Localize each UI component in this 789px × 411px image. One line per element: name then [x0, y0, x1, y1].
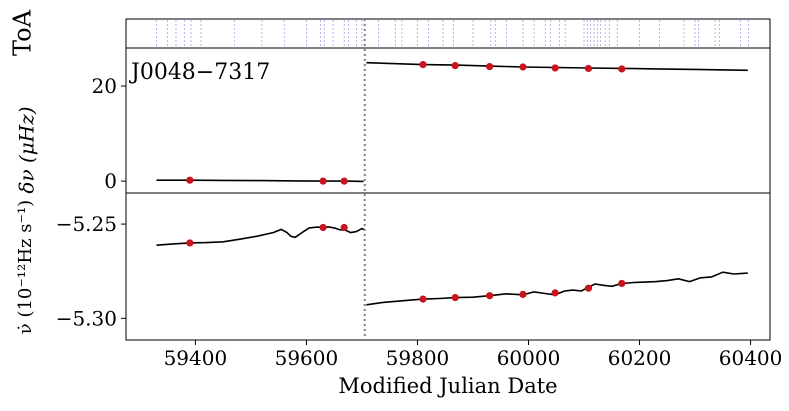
nu-dot-data-point	[186, 239, 194, 247]
nu-dot-panel: −5.25 −5.30 59400 59600 59800 60000 60200 60400	[56, 192, 783, 370]
delta-nu-panel: 0 20	[92, 47, 771, 194]
nu-dot-data-point	[551, 289, 559, 297]
nu-dot-x-tick-label: 59400	[164, 346, 228, 370]
delta-nu-data-point	[319, 177, 327, 185]
nu-dot-panel-frame	[125, 192, 771, 341]
toa-axis-label: ToA	[9, 9, 37, 56]
pulsar-name-label: J0048−7317	[129, 60, 270, 85]
delta-nu-data-point	[486, 62, 494, 71]
nu-dot-data-point	[618, 279, 626, 288]
delta-nu-data-point	[186, 176, 194, 184]
nu-dot-data-point	[340, 223, 348, 232]
nu-dot-data-point	[319, 223, 327, 232]
delta-nu-data-point	[551, 64, 559, 72]
delta-nu-data-point	[618, 65, 626, 73]
delta-nu-axis-label: δν (μHz)	[15, 106, 39, 193]
nu-dot-x-tick-label: 60200	[608, 346, 672, 370]
nu-dot-y-tick-label: −5.30	[56, 306, 117, 330]
x-axis-title: Modified Julian Date	[338, 374, 557, 398]
nu-dot-data-point	[451, 293, 459, 302]
nu-dot-x-tick-label: 59800	[386, 346, 450, 370]
nu-dot-data-point	[584, 284, 593, 292]
delta-nu-y-tick-label: 0	[104, 169, 117, 193]
toa-panel-frame	[125, 18, 771, 49]
nu-dot-data-point	[419, 295, 427, 303]
nu-dot-model-line-0	[156, 226, 366, 246]
delta-nu-y-tick-label: 20	[92, 74, 117, 98]
nu-dot-axis-label: ν̇ (10⁻¹²Hz s⁻¹)	[15, 200, 36, 334]
nu-dot-x-tick-label: 59600	[275, 346, 339, 370]
delta-nu-data-point	[419, 61, 427, 69]
delta-nu-data-point	[519, 63, 527, 71]
nu-dot-data-point	[519, 290, 527, 298]
nu-dot-x-tick-label: 60400	[719, 346, 783, 370]
nu-dot-y-tick-label: −5.25	[56, 212, 117, 236]
toa-panel	[125, 18, 771, 49]
delta-nu-data-point	[584, 64, 593, 73]
delta-nu-data-point	[340, 177, 348, 185]
nu-dot-x-tick-label: 60000	[497, 346, 561, 370]
nu-dot-data-point	[486, 292, 494, 300]
delta-nu-data-point	[451, 61, 459, 70]
